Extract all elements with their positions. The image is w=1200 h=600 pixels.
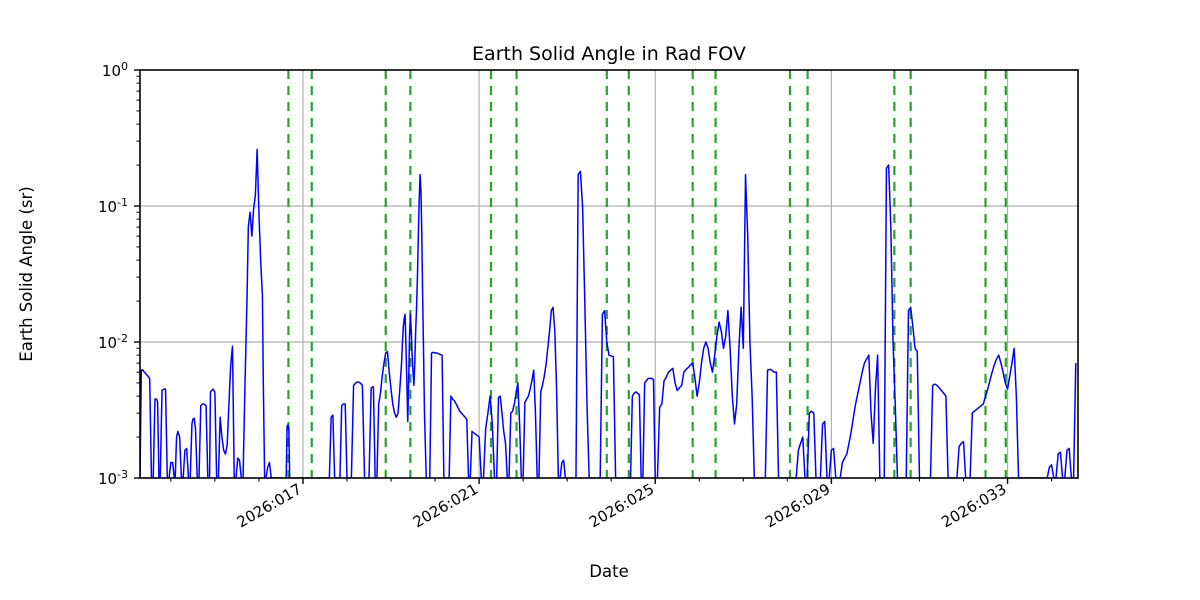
y-tick-exponent: -2	[117, 332, 128, 345]
chart-title: Earth Solid Angle in Rad FOV	[472, 43, 746, 65]
series-path	[140, 148, 1077, 478]
y-tick-exponent: -1	[117, 196, 128, 209]
grid-lines	[140, 70, 1078, 478]
event-marker-lines	[287, 70, 1007, 478]
x-axis-label: Date	[589, 562, 628, 581]
data-series-line	[140, 148, 1077, 478]
axes-frame	[139, 69, 1079, 479]
y-tick-exponent: -3	[117, 468, 128, 481]
y-tick-exponent: 0	[121, 60, 128, 73]
y-axis-label: Earth Solid Angle (sr)	[17, 186, 36, 361]
